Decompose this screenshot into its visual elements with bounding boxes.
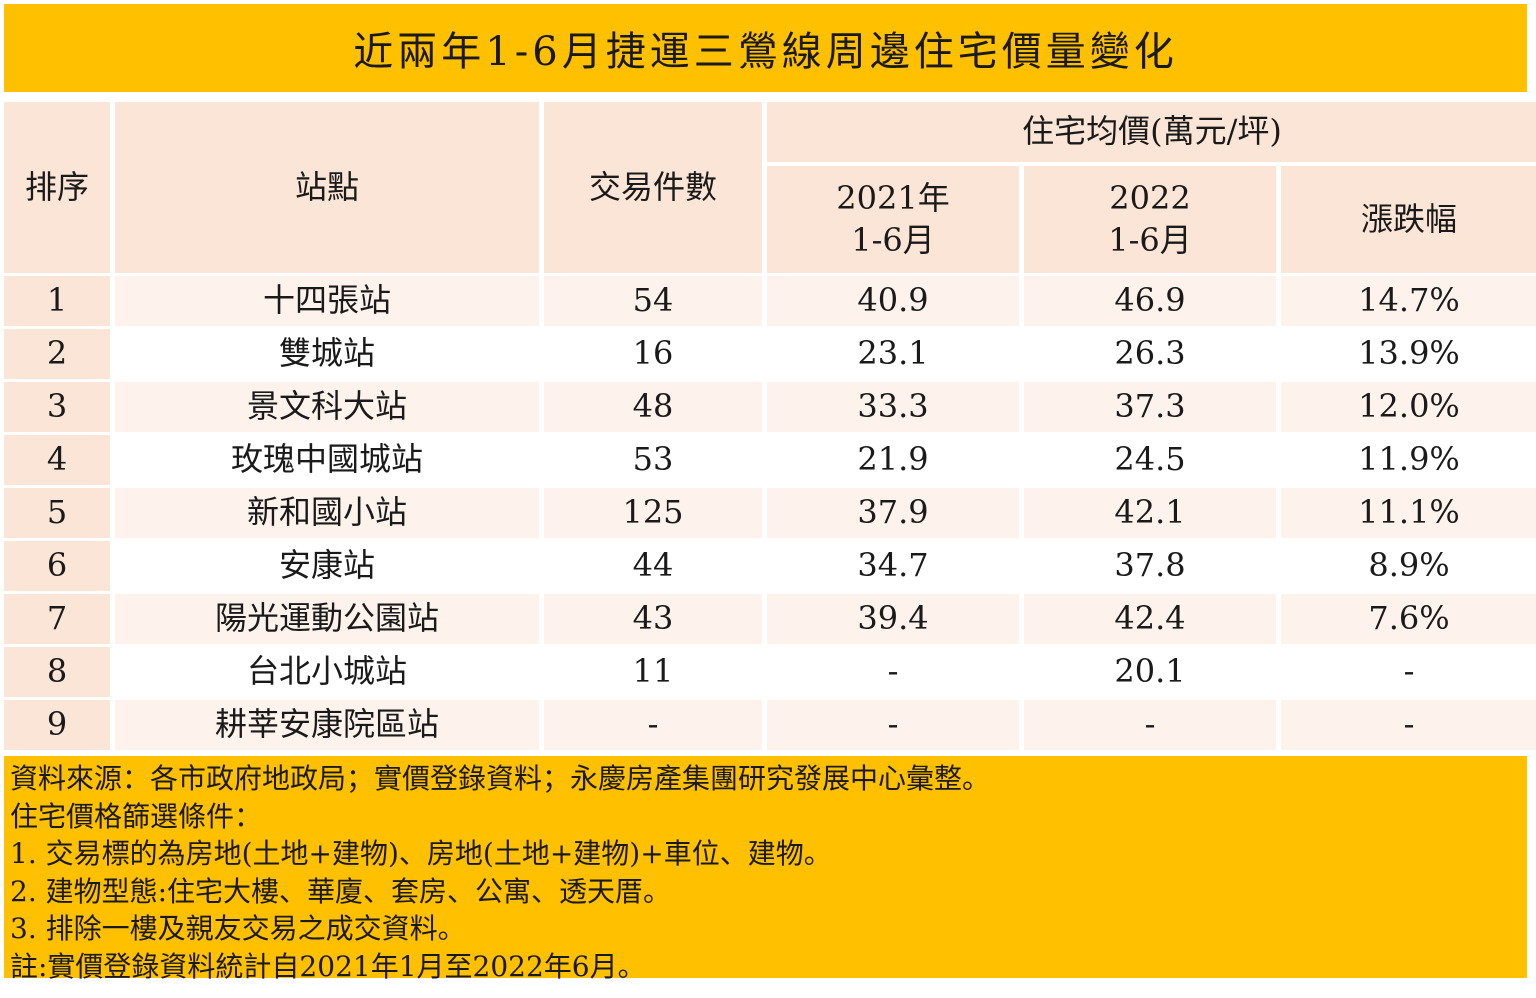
price-2022-cell: 37.3 [1024,379,1276,432]
station-cell: 玫瑰中國城站 [115,432,539,485]
rank-cell: 8 [4,644,110,697]
footnote-source: 資料來源：各市政府地政局；實價登錄資料；永慶房產集團研究發展中心彙整。 [10,762,991,795]
footnote-criteria-title: 住宅價格篩選條件： [10,799,263,833]
station-cell: 安康站 [115,538,539,591]
header-transaction-count: 交易件數 [544,102,762,273]
change-cell: 14.7% [1281,273,1536,326]
change-cell: 11.1% [1281,485,1536,538]
price-2022-cell: 20.1 [1024,644,1276,697]
header-2022: 2022 1-6月 [1024,166,1276,273]
change-cell: 12.0% [1281,379,1536,432]
price-2022-cell: 37.8 [1024,538,1276,591]
footnote-box: 資料來源：各市政府地政局；實價登錄資料；永慶房產集團研究發展中心彙整。 住宅價格… [4,756,1527,983]
station-cell: 陽光運動公園站 [115,591,539,644]
header-rank: 排序 [4,102,110,273]
change-cell: 8.9% [1281,538,1536,591]
price-2021-cell: 39.4 [767,591,1019,644]
rank-cell: 3 [4,379,110,432]
count-cell: 44 [544,538,762,591]
footnote-criteria-2: 2. 建物型態:住宅大樓、華廈、套房、公寓、透天厝。 [10,874,672,908]
price-volume-table: 排序 站點 交易件數 住宅均價(萬元/坪) 2021年 1-6月 2022 1-… [4,102,1536,754]
table-title: 近兩年1-6月捷運三鶯線周邊住宅價量變化 [4,4,1527,92]
rank-cell: 2 [4,326,110,379]
price-2021-cell: 40.9 [767,273,1019,326]
station-cell: 十四張站 [115,273,539,326]
price-2021-cell: 21.9 [767,432,1019,485]
price-2021-cell: - [767,644,1019,697]
price-2022-cell: 26.3 [1024,326,1276,379]
rank-cell: 5 [4,485,110,538]
count-cell: 16 [544,326,762,379]
header-average-price: 住宅均價(萬元/坪) [767,102,1536,166]
rank-cell: 7 [4,591,110,644]
price-2022-cell: - [1024,697,1276,750]
price-2022-cell: 24.5 [1024,432,1276,485]
header-station: 站點 [115,102,539,273]
header-2022-year: 2022 [1109,178,1191,217]
footnote-note: 註:實價登錄資料統計自2021年1月至2022年6月。 [10,949,646,983]
header-2021-year: 2021年 [836,178,950,217]
count-cell: 125 [544,485,762,538]
count-cell: 53 [544,432,762,485]
count-cell: 43 [544,591,762,644]
change-cell: - [1281,697,1536,750]
price-2021-cell: 33.3 [767,379,1019,432]
change-cell: - [1281,644,1536,697]
price-2021-cell: 37.9 [767,485,1019,538]
price-2021-cell: 34.7 [767,538,1019,591]
change-cell: 13.9% [1281,326,1536,379]
price-2022-cell: 46.9 [1024,273,1276,326]
change-cell: 11.9% [1281,432,1536,485]
header-change: 漲跌幅 [1281,166,1536,273]
count-cell: 54 [544,273,762,326]
header-2022-period: 1-6月 [1108,220,1192,259]
footnote-criteria-1: 1. 交易標的為房地(土地+建物)、房地(土地+建物)+車位、建物。 [10,837,832,870]
station-cell: 新和國小站 [115,485,539,538]
header-2021: 2021年 1-6月 [767,166,1019,273]
header-2021-period: 1-6月 [851,220,935,259]
count-cell: 11 [544,644,762,697]
station-cell: 台北小城站 [115,644,539,697]
station-cell: 景文科大站 [115,379,539,432]
count-cell: 48 [544,379,762,432]
rank-cell: 1 [4,273,110,326]
rank-cell: 9 [4,697,110,750]
station-cell: 雙城站 [115,326,539,379]
station-cell: 耕莘安康院區站 [115,697,539,750]
rank-cell: 6 [4,538,110,591]
rank-cell: 4 [4,432,110,485]
change-cell: 7.6% [1281,591,1536,644]
count-cell: - [544,697,762,750]
price-2021-cell: - [767,697,1019,750]
footnote-criteria-3: 3. 排除一樓及親友交易之成交資料。 [10,912,466,945]
price-2021-cell: 23.1 [767,326,1019,379]
price-2022-cell: 42.1 [1024,485,1276,538]
price-2022-cell: 42.4 [1024,591,1276,644]
